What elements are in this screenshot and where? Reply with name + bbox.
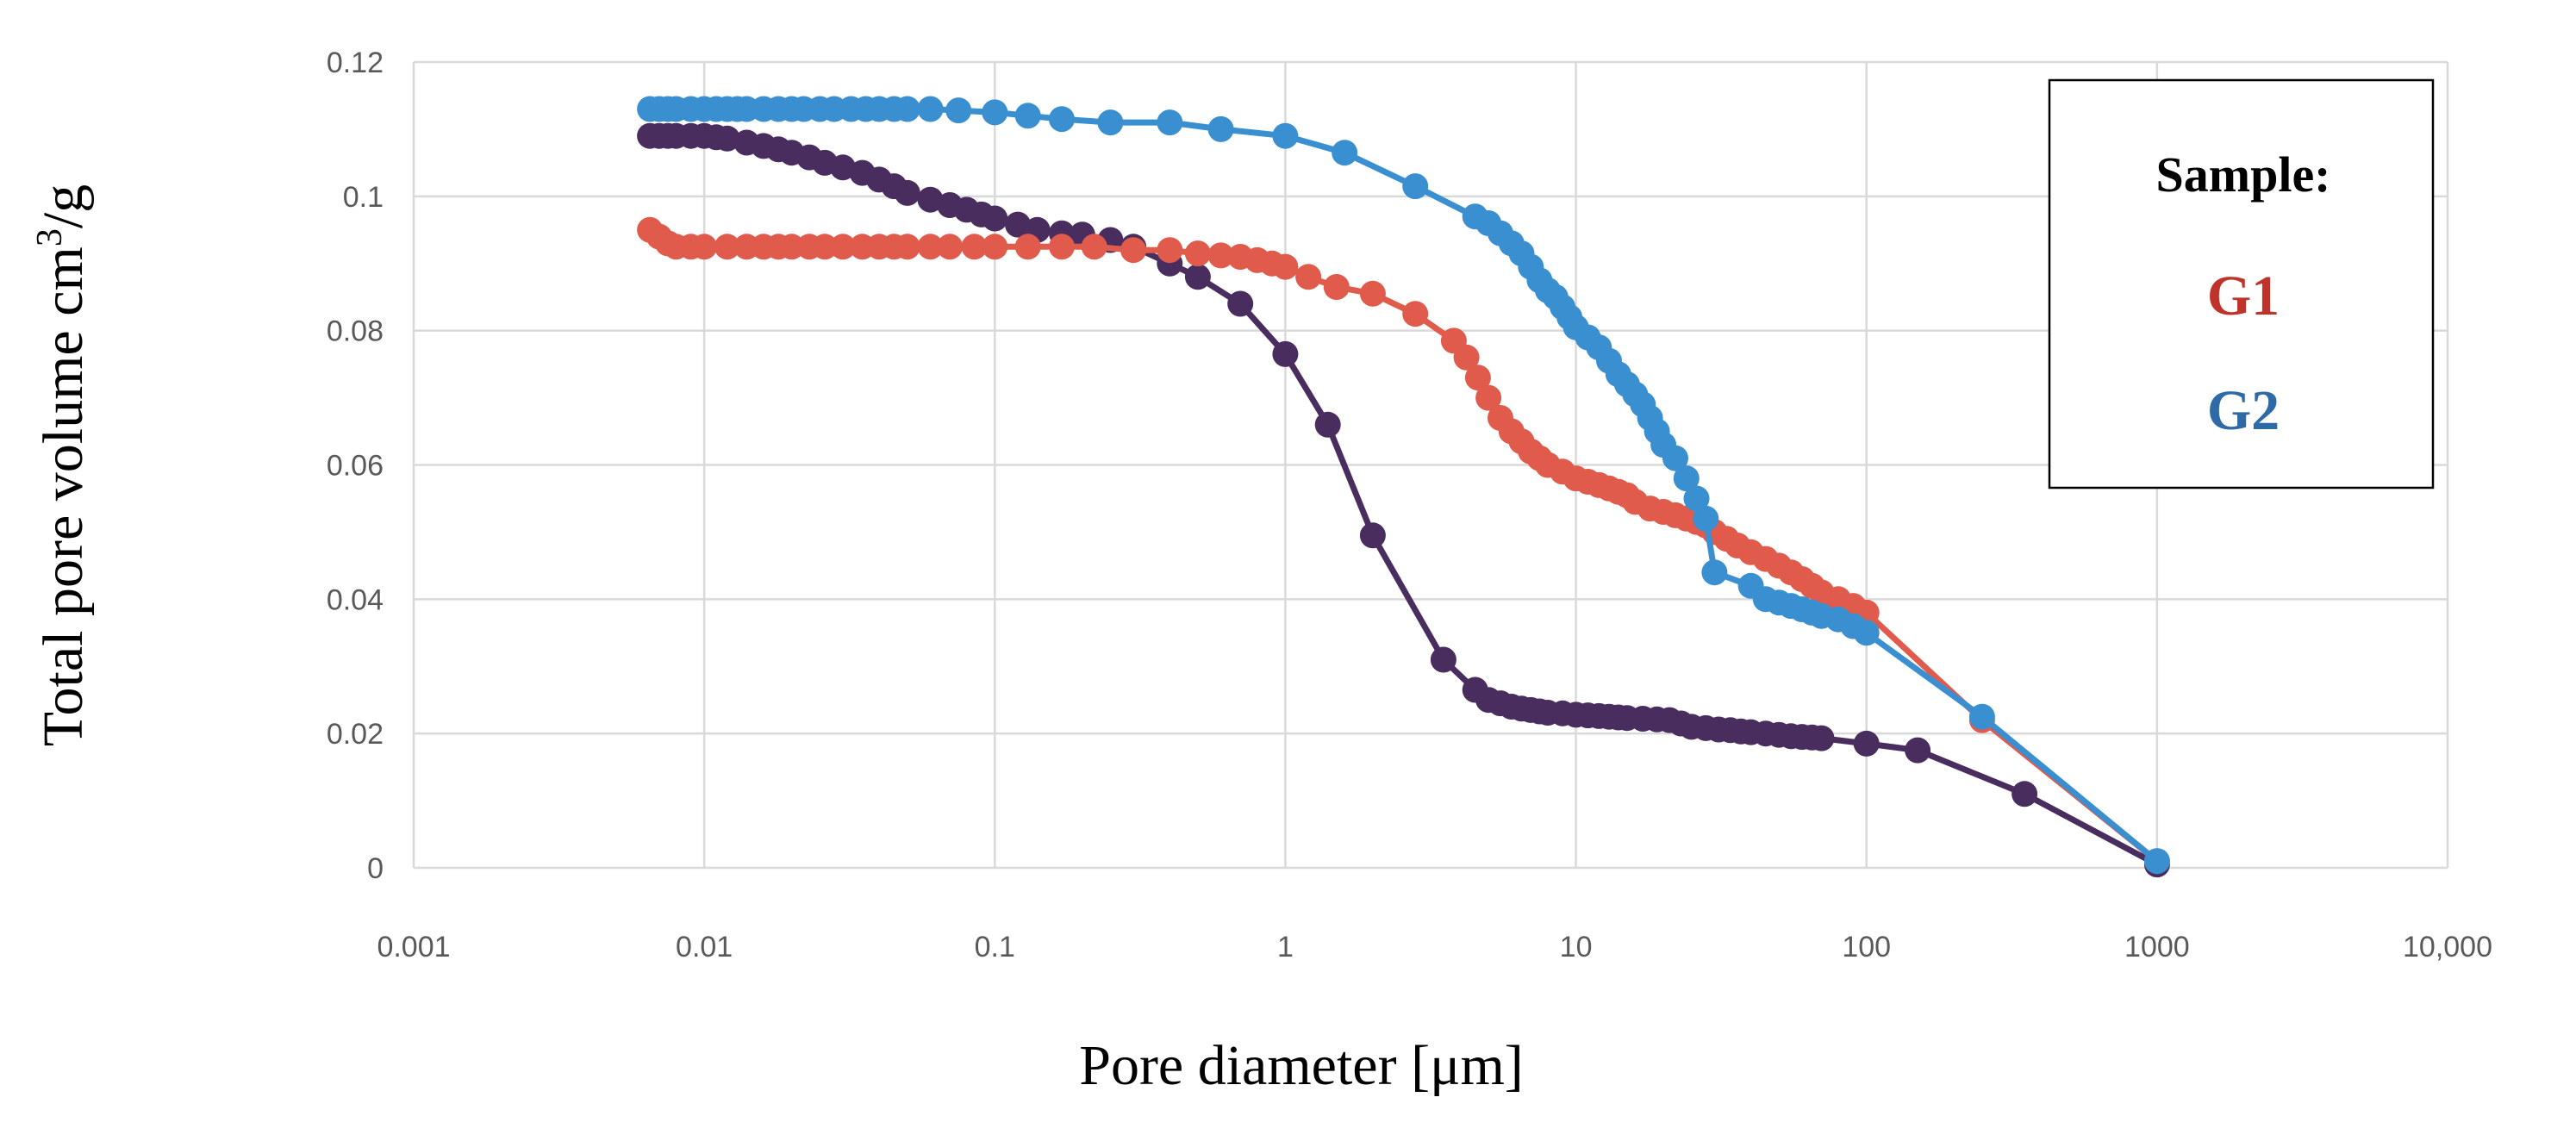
- data-point-g1: [714, 234, 740, 260]
- series-g2: [637, 96, 2170, 875]
- data-point-g2: [982, 99, 1008, 126]
- data-point-series-3: [714, 125, 740, 152]
- x-tick-label: 10: [1560, 931, 1593, 963]
- data-point-series-3: [1314, 411, 1341, 438]
- data-point-g1: [1453, 344, 1480, 371]
- legend-title: Sample:: [2156, 147, 2331, 203]
- data-point-series-3: [917, 186, 944, 213]
- data-point-g1: [894, 234, 920, 260]
- y-tick-label: 0: [367, 852, 384, 885]
- data-point-g2: [1014, 103, 1041, 129]
- y-axis-title: Total pore volume cm3/g: [30, 184, 95, 746]
- data-point-g2: [1402, 173, 1429, 200]
- x-tick-label: 0.01: [676, 931, 733, 963]
- data-point-g1: [1295, 264, 1322, 290]
- data-point-g1: [1464, 365, 1491, 391]
- y-tick-label: 0.04: [327, 583, 384, 616]
- data-point-g2: [1097, 109, 1124, 136]
- y-tick-label: 0.02: [327, 718, 384, 751]
- data-point-g2: [1049, 106, 1075, 133]
- data-point-g1: [937, 234, 964, 260]
- y-tick-label: 0.12: [327, 47, 384, 79]
- data-point-g1: [1120, 237, 1147, 264]
- data-point-g1: [1184, 240, 1211, 267]
- data-point-g1: [1402, 301, 1429, 327]
- data-point-g1: [1272, 253, 1299, 280]
- data-point-g2: [1968, 703, 1995, 730]
- x-tick-label: 1: [1277, 931, 1294, 963]
- x-tick-label: 1000: [2124, 931, 2190, 963]
- legend: Sample: G1 G2: [2048, 78, 2435, 489]
- x-axis-title: Pore diameter [μm]: [1079, 1034, 1524, 1097]
- data-point-g2: [1207, 115, 1234, 142]
- legend-entry-g2: G2: [2207, 379, 2280, 442]
- legend-box: [2048, 78, 2435, 489]
- data-point-g1: [812, 234, 838, 260]
- data-point-series-3: [830, 154, 856, 181]
- data-point-series-3: [1272, 340, 1299, 367]
- data-point-series-3: [894, 179, 920, 206]
- data-point-g1: [1157, 237, 1183, 264]
- data-point-g2: [1701, 559, 1728, 586]
- data-point-series-3: [1430, 646, 1456, 673]
- data-point-series-3: [1853, 730, 1880, 757]
- data-point-g1: [1359, 280, 1386, 307]
- x-tick-label: 100: [1842, 931, 1891, 963]
- legend-entry-g1: G1: [2207, 265, 2280, 327]
- data-point-g2: [894, 96, 920, 122]
- data-point-series-3: [1005, 211, 1031, 238]
- data-point-g2: [1157, 109, 1183, 136]
- data-point-g1: [1049, 234, 1075, 260]
- data-point-series-3: [2012, 781, 2038, 807]
- data-point-g2: [1683, 485, 1710, 512]
- series-layer: [637, 96, 2170, 878]
- data-point-g1: [961, 234, 988, 260]
- data-point-g2: [2143, 848, 2170, 875]
- data-point-g2: [1853, 620, 1880, 646]
- data-point-g2: [1673, 465, 1700, 492]
- series-line-g2: [650, 106, 2160, 864]
- data-point-g2: [1662, 445, 1688, 471]
- data-point-g2: [945, 97, 972, 124]
- data-point-g1: [830, 234, 856, 260]
- x-tick-label: 0.001: [377, 931, 450, 963]
- tick-label-layer: 0.001 0.01 0.1 1 10 100 1000 10,000 0 0.02 0.04 0.0…: [327, 47, 2492, 963]
- x-tick-label: 0.1: [975, 931, 1015, 963]
- series-line-g1: [648, 227, 2160, 864]
- data-point-g1: [982, 234, 1008, 260]
- data-point-g1: [1014, 234, 1041, 260]
- data-point-series-3: [1905, 737, 1931, 764]
- x-tick-label: 10,000: [2403, 931, 2492, 963]
- data-point-series-3: [1359, 522, 1386, 549]
- data-point-g1: [1207, 242, 1234, 269]
- data-point-series-3: [1227, 290, 1254, 317]
- y-tick-label: 0.08: [327, 315, 384, 348]
- data-point-g2: [1272, 122, 1299, 149]
- data-point-g1: [1081, 234, 1107, 260]
- data-point-g1: [917, 234, 944, 260]
- data-point-g1: [1323, 274, 1350, 300]
- data-point-g2: [1693, 505, 1719, 532]
- series-g1: [637, 216, 2170, 875]
- y-tick-label: 0.1: [343, 181, 384, 214]
- y-tick-label: 0.06: [327, 450, 384, 483]
- data-point-g1: [1475, 384, 1502, 411]
- data-point-series-3: [1808, 725, 1835, 751]
- data-point-g2: [917, 96, 944, 122]
- data-point-g1: [778, 234, 805, 260]
- data-point-series-3: [1184, 264, 1211, 290]
- data-point-g1: [691, 234, 718, 260]
- data-point-g2: [1332, 140, 1358, 166]
- data-point-series-3: [982, 205, 1008, 232]
